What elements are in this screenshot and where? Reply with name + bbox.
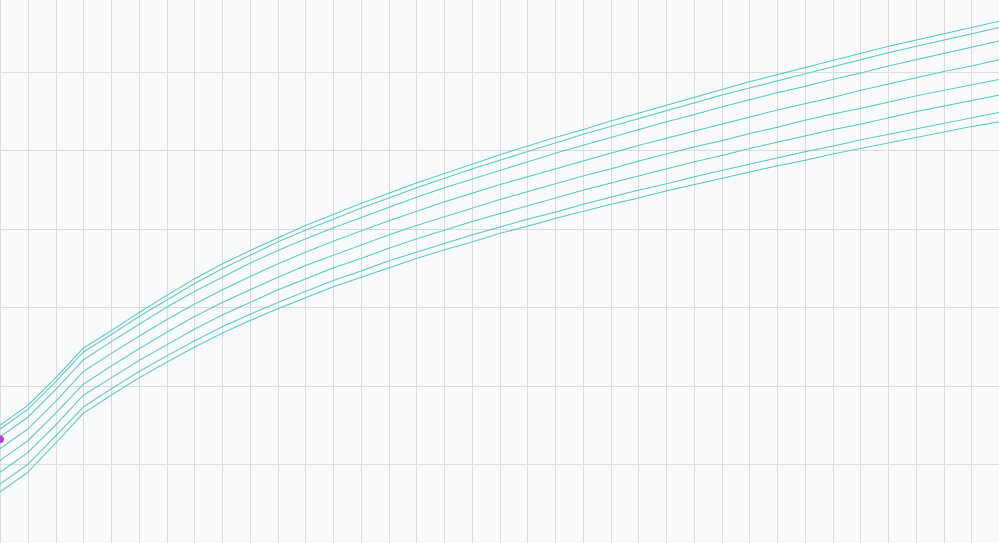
series-line-3 — [0, 40, 999, 438]
series-line-7 — [0, 111, 999, 485]
series-line-5 — [0, 78, 999, 461]
series-group — [0, 20, 999, 493]
data-point-marker-1[interactable] — [0, 435, 4, 444]
series-line-4 — [0, 59, 999, 450]
series-line-8 — [0, 121, 999, 493]
series-line-1 — [0, 20, 999, 426]
series-line-6 — [0, 94, 999, 473]
series-line-2 — [0, 27, 999, 430]
marker-group — [0, 435, 4, 444]
